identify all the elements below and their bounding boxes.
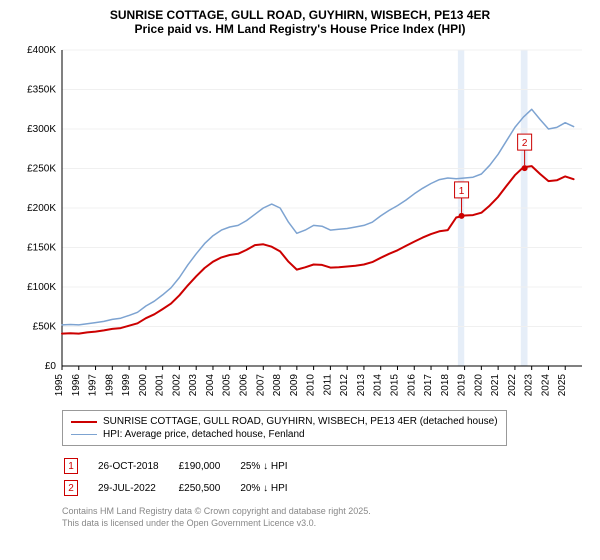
y-axis-label: £200K bbox=[27, 203, 56, 214]
y-axis-label: £50K bbox=[33, 322, 57, 333]
x-axis-label: 2020 bbox=[473, 374, 484, 397]
x-axis-label: 1995 bbox=[54, 374, 65, 397]
x-axis-label: 2005 bbox=[222, 374, 233, 397]
legend-row: HPI: Average price, detached house, Fenl… bbox=[71, 428, 498, 441]
marker-date: 26-OCT-2018 bbox=[98, 456, 177, 476]
x-axis-label: 1999 bbox=[121, 374, 132, 397]
legend-label: SUNRISE COTTAGE, GULL ROAD, GUYHIRN, WIS… bbox=[103, 416, 498, 427]
x-axis-label: 2013 bbox=[356, 374, 367, 397]
x-axis-label: 2001 bbox=[155, 374, 166, 397]
title-line-2: Price paid vs. HM Land Registry's House … bbox=[8, 22, 592, 36]
marker-row: 1 26-OCT-2018£190,00025% ↓ HPI bbox=[64, 456, 306, 476]
x-axis-label: 1998 bbox=[104, 374, 115, 397]
marker-date: 29-JUL-2022 bbox=[98, 478, 177, 498]
x-axis-label: 2003 bbox=[188, 374, 199, 397]
chart-title: SUNRISE COTTAGE, GULL ROAD, GUYHIRN, WIS… bbox=[8, 8, 592, 36]
chart-container: £0 £50K £100K £150K £200K £250K £300K £350K £400… bbox=[8, 44, 592, 404]
x-axis-label: 2000 bbox=[138, 374, 149, 397]
x-axis-label: 2008 bbox=[272, 374, 283, 397]
price-chart: £0 £50K £100K £150K £200K £250K £300K £350K £400… bbox=[8, 44, 592, 404]
x-axis-label: 2021 bbox=[490, 374, 501, 397]
marker-id-box: 1 bbox=[64, 458, 78, 474]
legend-swatch bbox=[71, 421, 97, 423]
x-axis-label: 2015 bbox=[389, 374, 400, 397]
y-axis-label: £350K bbox=[27, 85, 56, 96]
y-axis-label: £0 bbox=[45, 361, 57, 372]
attribution-line-1: Contains HM Land Registry data © Crown c… bbox=[62, 506, 592, 518]
marker-price: £250,500 bbox=[179, 478, 239, 498]
x-axis-label: 2025 bbox=[557, 374, 568, 397]
marker-delta: 25% ↓ HPI bbox=[240, 456, 305, 476]
marker-dot bbox=[522, 165, 528, 171]
x-axis-label: 2010 bbox=[306, 374, 317, 397]
marker-price: £190,000 bbox=[179, 456, 239, 476]
x-axis-label: 2017 bbox=[423, 374, 434, 397]
y-axis-label: £250K bbox=[27, 164, 56, 175]
x-axis-label: 2004 bbox=[205, 374, 216, 397]
x-axis-label: 1996 bbox=[71, 374, 82, 397]
x-axis-label: 2024 bbox=[540, 374, 551, 397]
marker-dot bbox=[459, 213, 465, 219]
marker-delta: 20% ↓ HPI bbox=[240, 478, 305, 498]
x-axis-label: 2016 bbox=[406, 374, 417, 397]
y-axis-label: £150K bbox=[27, 243, 56, 254]
x-axis-label: 2007 bbox=[255, 374, 266, 397]
x-axis-label: 1997 bbox=[88, 374, 99, 397]
x-axis-label: 2019 bbox=[457, 374, 468, 397]
attribution-line-2: This data is licensed under the Open Gov… bbox=[62, 518, 592, 530]
legend-swatch bbox=[71, 434, 97, 435]
x-axis-label: 2002 bbox=[171, 374, 182, 397]
x-axis-label: 2012 bbox=[339, 374, 350, 397]
marker-flag-id: 1 bbox=[459, 186, 465, 197]
x-axis-label: 2011 bbox=[322, 374, 333, 396]
x-axis-label: 2009 bbox=[289, 374, 300, 397]
attribution: Contains HM Land Registry data © Crown c… bbox=[62, 506, 592, 529]
y-axis-label: £100K bbox=[27, 282, 56, 293]
y-axis-label: £400K bbox=[27, 45, 56, 56]
marker-id-box: 2 bbox=[64, 480, 78, 496]
x-axis-label: 2023 bbox=[524, 374, 535, 397]
marker-row: 2 29-JUL-2022£250,50020% ↓ HPI bbox=[64, 478, 306, 498]
x-axis-label: 2006 bbox=[239, 374, 250, 397]
legend-label: HPI: Average price, detached house, Fenl… bbox=[103, 429, 305, 440]
x-axis-label: 2014 bbox=[373, 374, 384, 397]
title-line-1: SUNRISE COTTAGE, GULL ROAD, GUYHIRN, WIS… bbox=[8, 8, 592, 22]
legend-row: SUNRISE COTTAGE, GULL ROAD, GUYHIRN, WIS… bbox=[71, 415, 498, 428]
markers-table: 1 26-OCT-2018£190,00025% ↓ HPI 2 29-JUL-202… bbox=[62, 454, 308, 500]
legend: SUNRISE COTTAGE, GULL ROAD, GUYHIRN, WIS… bbox=[62, 410, 507, 446]
y-axis-label: £300K bbox=[27, 124, 56, 135]
marker-flag-id: 2 bbox=[522, 138, 528, 149]
x-axis-label: 2018 bbox=[440, 374, 451, 397]
x-axis-label: 2022 bbox=[507, 374, 518, 397]
